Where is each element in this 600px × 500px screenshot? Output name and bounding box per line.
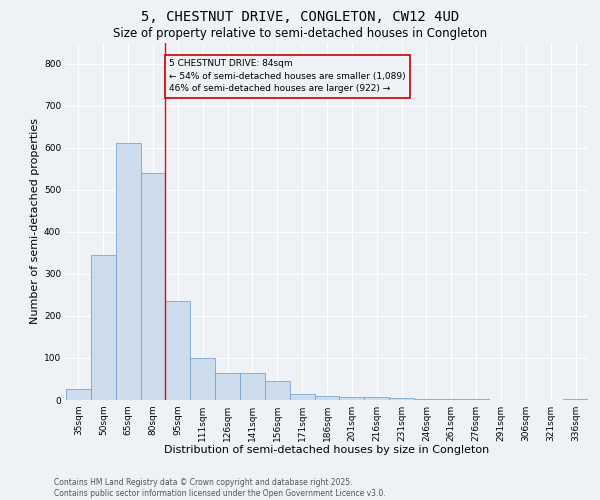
Bar [66, 390, 91, 400]
Text: 5 CHESTNUT DRIVE: 84sqm
← 54% of semi-detached houses are smaller (1,089)
46% of: 5 CHESTNUT DRIVE: 84sqm ← 54% of semi-de… [169, 60, 406, 94]
Bar [439, 399, 464, 400]
Text: Size of property relative to semi-detached houses in Congleton: Size of property relative to semi-detach… [113, 28, 487, 40]
Bar [389, 398, 414, 400]
Bar [240, 372, 265, 400]
X-axis label: Distribution of semi-detached houses by size in Congleton: Distribution of semi-detached houses by … [164, 446, 490, 456]
Bar [265, 381, 290, 400]
Bar [314, 396, 340, 400]
Bar [166, 301, 190, 400]
Bar [563, 398, 588, 400]
Y-axis label: Number of semi-detached properties: Number of semi-detached properties [30, 118, 40, 324]
Bar [414, 398, 439, 400]
Text: 5, CHESTNUT DRIVE, CONGLETON, CW12 4UD: 5, CHESTNUT DRIVE, CONGLETON, CW12 4UD [141, 10, 459, 24]
Bar [91, 255, 116, 400]
Bar [190, 358, 215, 400]
Text: Contains HM Land Registry data © Crown copyright and database right 2025.
Contai: Contains HM Land Registry data © Crown c… [54, 478, 386, 498]
Bar [116, 144, 140, 400]
Bar [340, 396, 364, 400]
Bar [215, 372, 240, 400]
Bar [364, 396, 389, 400]
Bar [290, 394, 314, 400]
Bar [464, 399, 488, 400]
Bar [140, 173, 166, 400]
